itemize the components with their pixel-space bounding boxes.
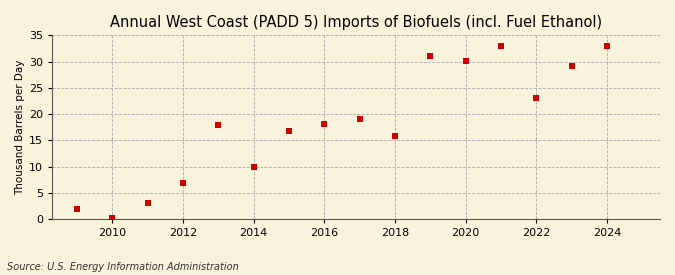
Point: [495, 44, 506, 48]
Point: [460, 59, 471, 63]
Point: [566, 64, 577, 68]
Point: [107, 216, 117, 221]
Point: [178, 181, 188, 185]
Point: [531, 96, 542, 100]
Y-axis label: Thousand Barrels per Day: Thousand Barrels per Day: [15, 59, 25, 195]
Point: [248, 164, 259, 169]
Point: [389, 134, 400, 138]
Text: Source: U.S. Energy Information Administration: Source: U.S. Energy Information Administ…: [7, 262, 238, 272]
Point: [425, 54, 436, 58]
Point: [142, 200, 153, 205]
Point: [601, 44, 612, 48]
Title: Annual West Coast (PADD 5) Imports of Biofuels (incl. Fuel Ethanol): Annual West Coast (PADD 5) Imports of Bi…: [110, 15, 602, 30]
Point: [213, 122, 224, 127]
Point: [72, 207, 82, 211]
Point: [284, 129, 294, 133]
Point: [354, 117, 365, 121]
Point: [319, 122, 330, 126]
